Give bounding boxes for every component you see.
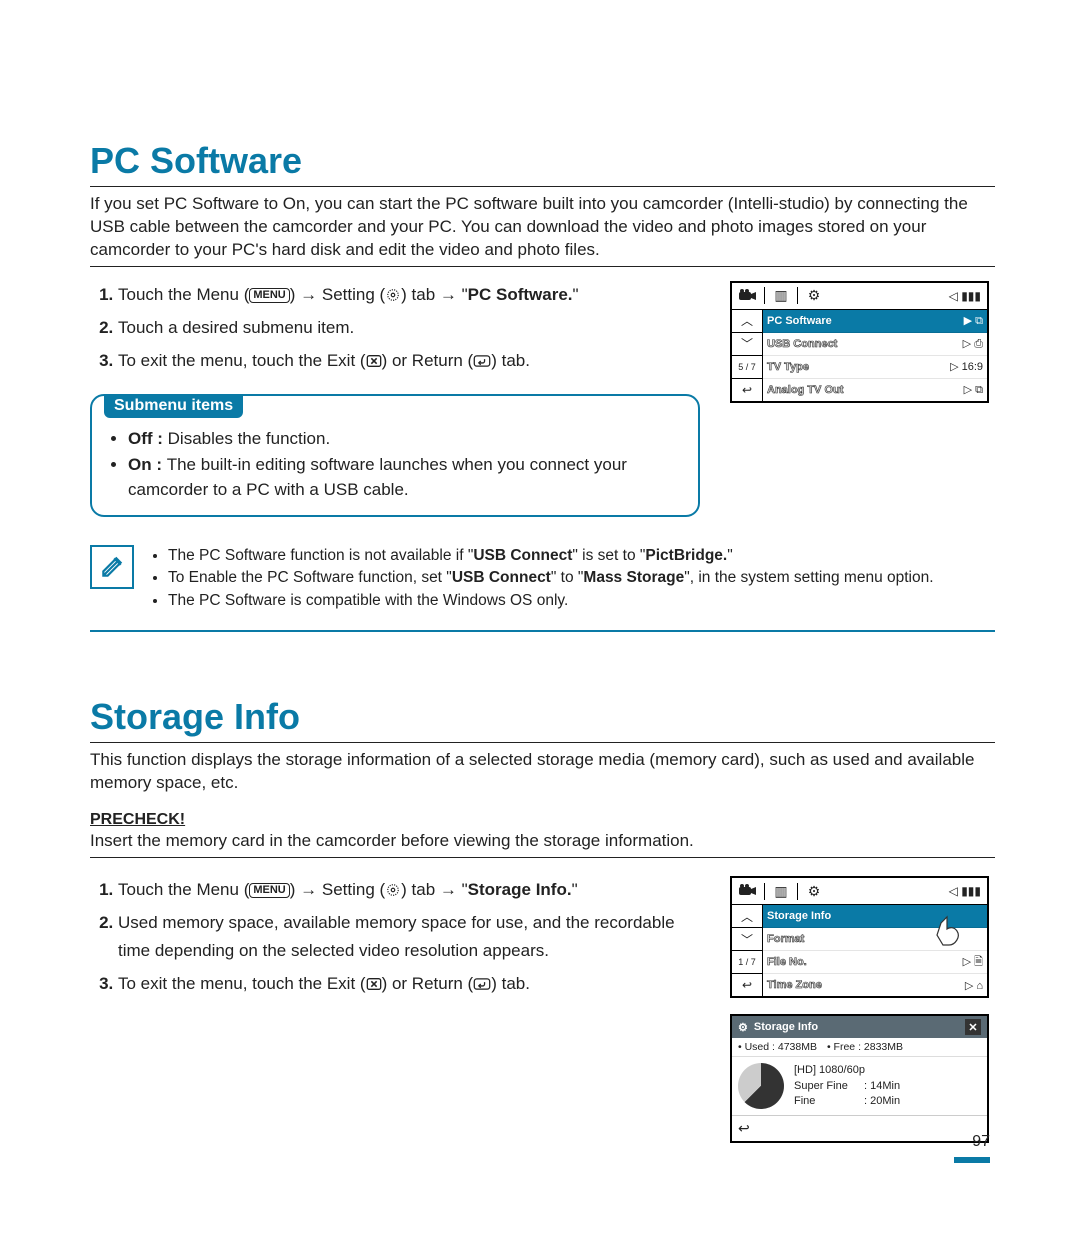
nav-down[interactable]: ﹀ — [732, 928, 762, 951]
camcorder-icon — [732, 289, 764, 303]
page-number: 97 — [954, 1133, 990, 1163]
settings-tab-icon: ⚙ — [798, 883, 830, 900]
gear-icon — [385, 288, 401, 302]
menu-row-analog-tv-out[interactable]: Analog TV Out▷ ⧉ — [763, 379, 987, 401]
note-1: The PC Software function is not availabl… — [168, 545, 934, 567]
nav-return[interactable]: ↩ — [732, 379, 762, 401]
menu-row-file-no[interactable]: File No.▷ 🗎 — [763, 951, 987, 974]
submenu-label: Submenu items — [104, 394, 243, 418]
lcd-mock-1: ▥ ⚙ ◁ ▮▮▮ ︿ ﹀ 5 / 7 ↩ PC Software▶ ⧉ USB… — [730, 281, 989, 403]
settings-tab-icon: ⚙ — [798, 287, 830, 304]
menu-row-usb-connect[interactable]: USB Connect▷ ⎙ — [763, 333, 987, 356]
panel-return[interactable]: ↩ — [732, 1115, 987, 1141]
storage-info-panel: ⚙ Storage Info ✕ • Used : 4738MB • Free … — [730, 1014, 989, 1143]
touch-hand-icon — [931, 911, 971, 951]
list-tab-icon: ▥ — [764, 287, 798, 304]
used-stat: • Used : 4738MB — [738, 1041, 817, 1053]
submenu-box: Submenu items Off : Disables the functio… — [90, 394, 700, 517]
precheck-label: PRECHECK! — [90, 811, 995, 829]
section-title-pc-software: PC Software — [90, 140, 995, 187]
battery-icon: ◁ ▮▮▮ — [943, 289, 987, 303]
menu-row-pc-software[interactable]: PC Software▶ ⧉ — [763, 310, 987, 333]
exit-icon — [366, 354, 382, 368]
submenu-on: On : The built-in editing software launc… — [128, 452, 682, 503]
lcd-mock-2: ▥ ⚙ ◁ ▮▮▮ ︿ ﹀ 1 / 7 ↩ Storage In — [730, 876, 989, 998]
step-2-1: Touch the Menu (MENU) → Setting () tab →… — [118, 876, 700, 903]
return-icon — [473, 353, 491, 369]
steps-list-1: Touch the Menu (MENU) → Setting () tab →… — [90, 281, 700, 375]
gear-icon — [385, 883, 401, 897]
camcorder-icon — [732, 884, 764, 898]
nav-up[interactable]: ︿ — [732, 905, 762, 928]
battery-icon: ◁ ▮▮▮ — [943, 884, 987, 898]
gear-icon: ⚙ — [738, 1021, 748, 1034]
return-icon — [473, 976, 491, 992]
storage-pie-chart — [738, 1063, 784, 1109]
step-2-3: To exit the menu, touch the Exit () or R… — [118, 970, 700, 997]
page-indicator: 5 / 7 — [732, 356, 762, 379]
exit-icon — [366, 977, 382, 991]
steps-list-2: Touch the Menu (MENU) → Setting () tab →… — [90, 876, 700, 997]
step-1-1: Touch the Menu (MENU) → Setting () tab →… — [118, 281, 700, 308]
menu-row-time-zone[interactable]: Time Zone▷ ⌂ — [763, 974, 987, 996]
close-icon[interactable]: ✕ — [965, 1019, 981, 1035]
section-title-storage-info: Storage Info — [90, 696, 995, 743]
note-3: The PC Software is compatible with the W… — [168, 590, 934, 612]
precheck-text: Insert the memory card in the camcorder … — [90, 831, 995, 851]
note-icon — [90, 545, 134, 589]
step-2-2: Used memory space, available memory spac… — [118, 909, 700, 963]
menu-row-tv-type[interactable]: TV Type▷ 16:9 — [763, 356, 987, 379]
nav-return[interactable]: ↩ — [732, 974, 762, 996]
free-stat: • Free : 2833MB — [827, 1041, 903, 1053]
list-tab-icon: ▥ — [764, 883, 798, 900]
storage-detail: [HD] 1080/60p Super Fine: 14Min Fine: 20… — [794, 1063, 900, 1109]
panel-title: Storage Info — [754, 1021, 818, 1033]
submenu-off: Off : Disables the function. — [128, 426, 682, 452]
nav-up[interactable]: ︿ — [732, 310, 762, 333]
step-1-2: Touch a desired submenu item. — [118, 314, 700, 341]
intro-storage-info: This function displays the storage infor… — [90, 749, 995, 799]
menu-icon: MENU — [249, 288, 289, 303]
page-number-bar — [954, 1157, 990, 1163]
note-block: The PC Software function is not availabl… — [90, 545, 995, 632]
menu-icon: MENU — [249, 883, 289, 898]
nav-down[interactable]: ﹀ — [732, 333, 762, 356]
step-1-3: To exit the menu, touch the Exit () or R… — [118, 347, 700, 374]
intro-pc-software: If you set PC Software to On, you can st… — [90, 193, 995, 267]
page-indicator: 1 / 7 — [732, 951, 762, 974]
note-2: To Enable the PC Software function, set … — [168, 567, 934, 589]
